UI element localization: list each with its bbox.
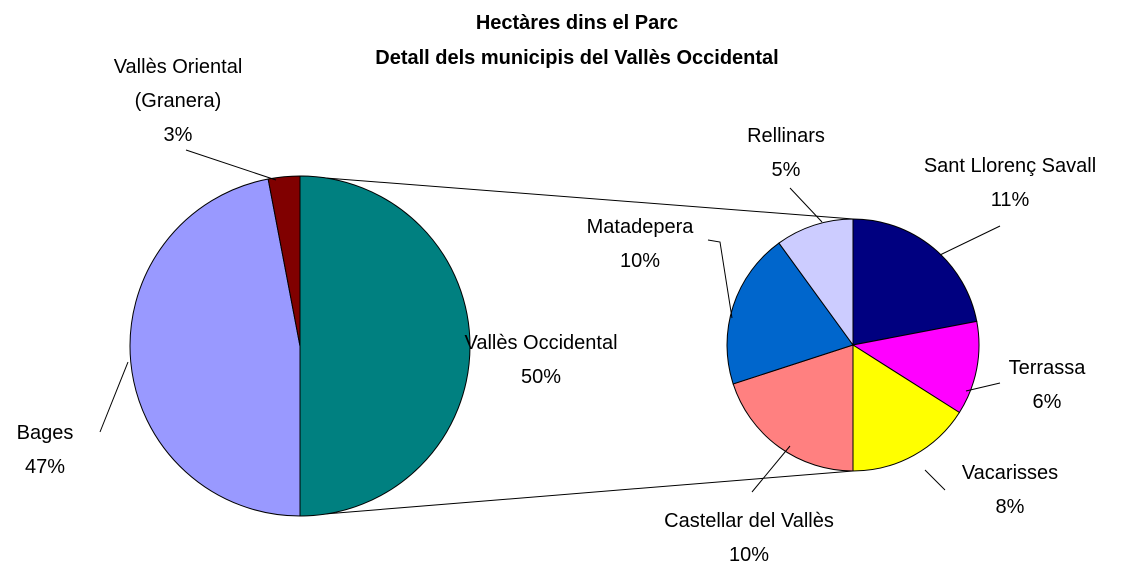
leader-line <box>789 187 823 223</box>
slice-label: Bages <box>17 422 74 444</box>
leader-line <box>185 149 277 181</box>
pie-slice <box>852 344 961 472</box>
slice-value-label: 10% <box>729 544 769 564</box>
slice-label: Vallès Oriental (Granera) <box>114 56 243 112</box>
pie-slice <box>726 242 854 385</box>
chart-subtitle: Detall dels municipis del Vallès Occiden… <box>375 47 779 69</box>
connector-line <box>299 175 854 220</box>
slice-value-label: 47% <box>25 456 65 478</box>
slice-value-label: 3% <box>164 124 193 146</box>
slice-label: Rellinars <box>747 125 825 147</box>
connector-line <box>299 470 854 517</box>
pie-slice <box>778 218 854 347</box>
slice-value-label: 5% <box>772 159 801 181</box>
leader-line <box>99 361 129 433</box>
slice-value-label: 10% <box>620 250 660 272</box>
slice-label: Vacarisses <box>962 462 1058 484</box>
chart-title: Hectàres dins el Parc <box>476 12 678 34</box>
pie-slice <box>267 175 301 347</box>
leader-line <box>924 469 946 491</box>
slice-label: Terrassa <box>1009 357 1087 379</box>
leader-line <box>939 225 1001 256</box>
slice-value-label: 8% <box>996 496 1025 518</box>
pie-slice <box>851 320 980 414</box>
slice-label: Sant Llorenç Savall <box>924 155 1096 177</box>
slice-label: Vallès Occidental <box>464 332 617 354</box>
leader-line <box>707 239 733 319</box>
pie-slice <box>732 344 854 472</box>
slice-value-label: 50% <box>521 366 561 388</box>
leader-line <box>751 445 791 493</box>
pie-slice <box>852 218 978 346</box>
slice-value-label: 6% <box>1033 391 1062 413</box>
leader-line <box>965 382 1001 392</box>
slice-value-label: 11% <box>991 189 1030 211</box>
pie-slice <box>129 178 301 517</box>
slice-label: Matadepera <box>587 216 695 238</box>
pie-slice <box>299 175 471 517</box>
slice-label: Castellar del Vallès <box>664 510 834 532</box>
